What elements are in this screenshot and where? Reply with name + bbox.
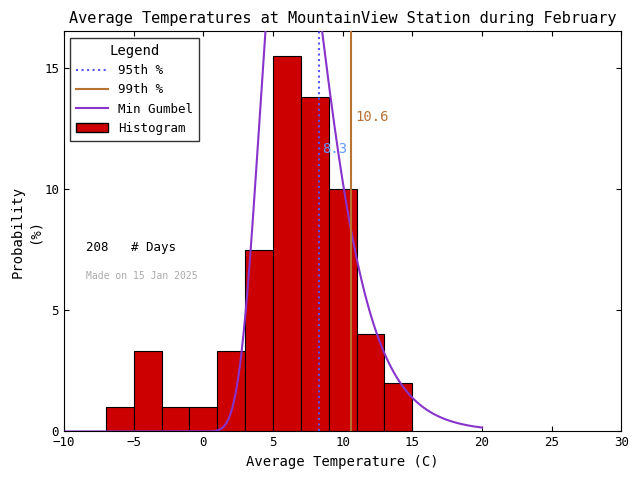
Bar: [161, 407, 189, 432]
Bar: [385, 383, 412, 432]
Text: Made on 15 Jan 2025: Made on 15 Jan 2025: [86, 272, 198, 281]
Title: Average Temperatures at MountainView Station during February: Average Temperatures at MountainView Sta…: [69, 11, 616, 26]
X-axis label: Average Temperature (C): Average Temperature (C): [246, 455, 439, 469]
Legend: 95th %, 99th %, Min Gumbel, Histogram: 95th %, 99th %, Min Gumbel, Histogram: [70, 38, 199, 141]
Bar: [189, 407, 217, 432]
Bar: [356, 335, 385, 432]
Text: 8.3: 8.3: [322, 142, 347, 156]
Bar: [134, 351, 161, 432]
Y-axis label: Probability
(%): Probability (%): [11, 185, 42, 277]
Text: 208   # Days: 208 # Days: [86, 241, 176, 254]
Bar: [329, 189, 356, 432]
Bar: [217, 351, 245, 432]
Bar: [245, 250, 273, 432]
Bar: [301, 97, 329, 432]
Bar: [106, 407, 134, 432]
Bar: [273, 56, 301, 432]
Text: 10.6: 10.6: [355, 110, 388, 124]
